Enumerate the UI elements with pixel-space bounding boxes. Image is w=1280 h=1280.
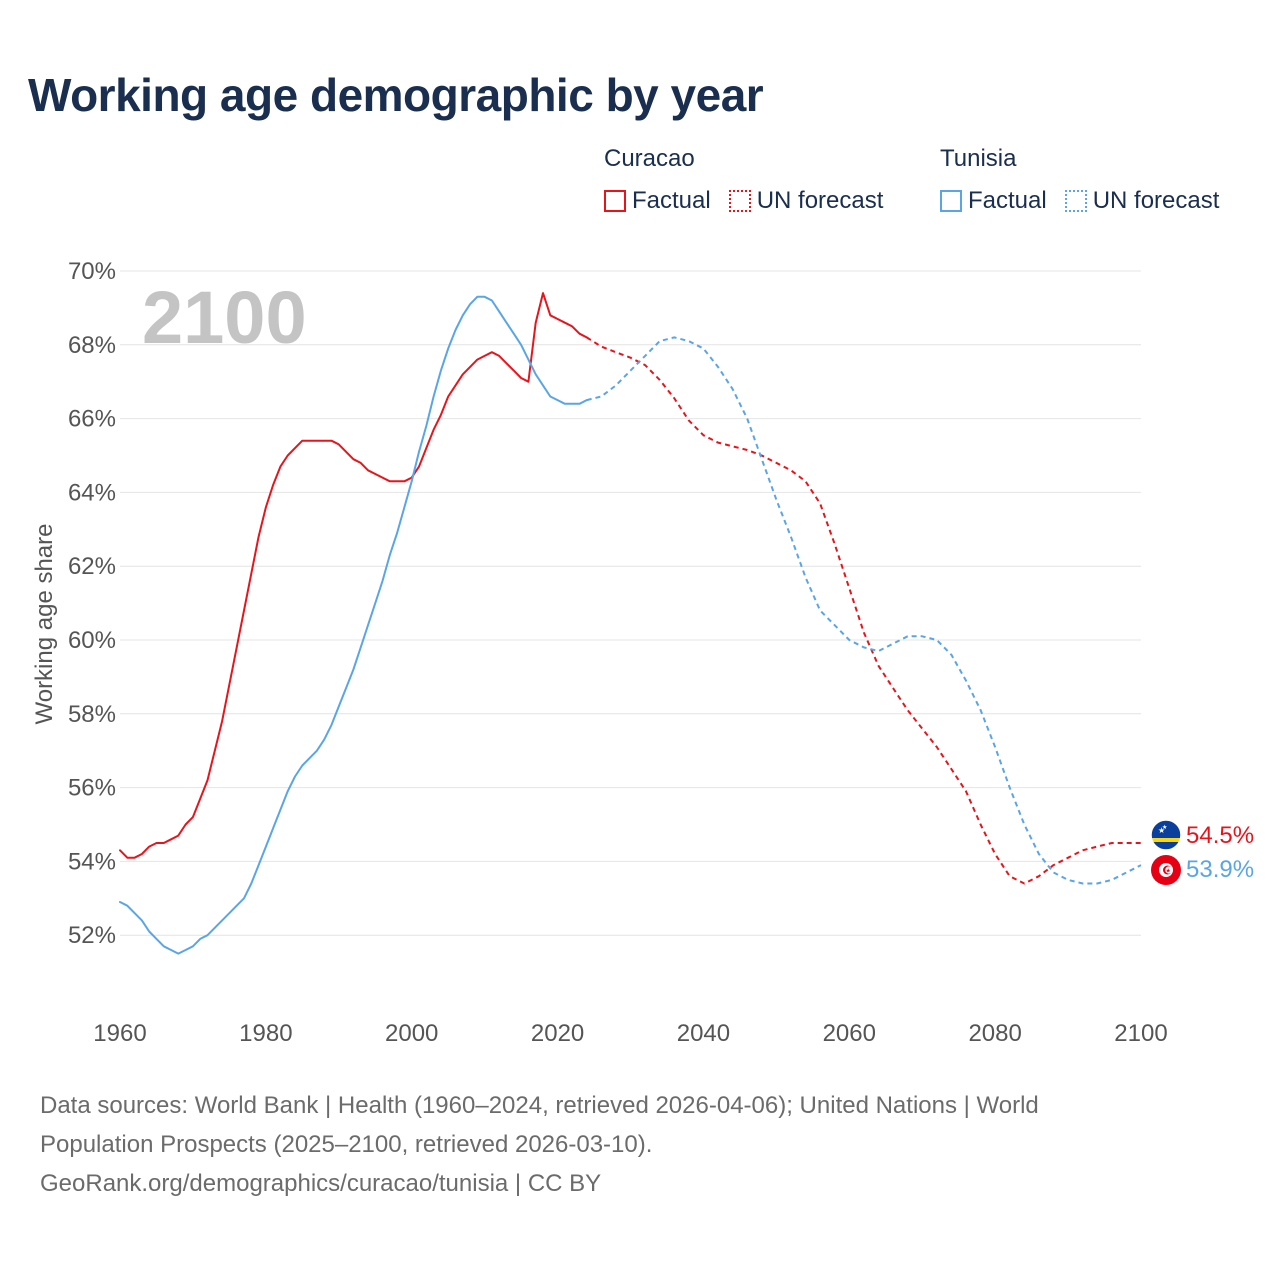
x-tick-label: 1980: [239, 1020, 292, 1047]
page-title: Working age demographic by year: [28, 69, 764, 121]
year-watermark: 2100: [142, 276, 307, 359]
x-tick-label: 2060: [823, 1020, 876, 1047]
x-tick-label: 1960: [93, 1020, 146, 1047]
footer-line: Data sources: World Bank | Health (1960–…: [40, 1092, 1039, 1119]
legend-item-label: UN forecast: [1092, 187, 1220, 214]
y-tick-label: 68%: [68, 332, 116, 359]
legend-item-label: Factual: [968, 187, 1047, 214]
footer-line[interactable]: GeoRank.org/demographics/curacao/tunisia…: [40, 1170, 602, 1197]
tunisia-flag-icon: ★: [1151, 855, 1181, 885]
y-tick-label: 66%: [68, 406, 116, 433]
x-tick-label: 2020: [531, 1020, 584, 1047]
curacao-flag-icon: ★ ★: [1150, 819, 1182, 851]
legend-group-tunisia: Tunisia Factual UN forecast: [940, 145, 1219, 215]
y-tick-label: 60%: [68, 627, 116, 654]
legend-item-curacao-factual[interactable]: Factual: [604, 187, 711, 215]
curacao-factual-line: [119, 292, 588, 859]
curacao-forecast-line: [586, 336, 1141, 885]
y-tick-label: 52%: [68, 922, 116, 949]
legend-item-tunisia-factual[interactable]: Factual: [940, 187, 1047, 215]
line-chart: 52% 54% 56% 58% 60% 62% 64% 66% 68% 70% 1960 1980 20…: [31, 258, 1254, 1047]
x-tick-label: 2040: [677, 1020, 730, 1047]
y-axis-label: Working age share: [31, 524, 58, 725]
curacao-end-value-label: 54.5%: [1186, 822, 1254, 849]
legend-item-curacao-forecast[interactable]: UN forecast: [728, 187, 884, 215]
y-tick-label: 62%: [68, 553, 116, 580]
tunisia-end-value-label: 53.9%: [1186, 856, 1254, 883]
y-tick-label: 70%: [68, 258, 116, 285]
legend-country-label: Tunisia: [940, 145, 1017, 172]
svg-text:★: ★: [1158, 826, 1165, 835]
x-tick-label: 2000: [385, 1020, 438, 1047]
svg-text:★: ★: [1162, 824, 1167, 831]
footer-sources: Data sources: World Bank | Health (1960–…: [40, 1086, 1180, 1203]
legend-swatch-dotted-icon: [728, 190, 751, 212]
legend-group-curacao: Curacao Factual UN forecast: [604, 145, 883, 215]
legend-swatch-solid-icon: [604, 190, 626, 212]
y-tick-label: 54%: [68, 848, 116, 875]
legend-country-label: Curacao: [604, 145, 695, 172]
svg-text:★: ★: [1166, 868, 1171, 875]
legend-swatch-dotted-icon: [1064, 190, 1087, 212]
y-tick-label: 58%: [68, 701, 116, 728]
footer-line: Population Prospects (2025–2100, retriev…: [40, 1131, 653, 1158]
y-tick-label: 64%: [68, 479, 116, 506]
x-tick-label: 2100: [1114, 1020, 1167, 1047]
y-tick-label: 56%: [68, 775, 116, 802]
tunisia-factual-line: [119, 295, 588, 955]
legend-item-tunisia-forecast[interactable]: UN forecast: [1064, 187, 1220, 215]
legend-item-label: UN forecast: [756, 187, 884, 214]
legend-swatch-solid-icon: [940, 190, 962, 212]
x-tick-label: 2080: [968, 1020, 1021, 1047]
tunisia-forecast-line: [586, 336, 1142, 885]
legend-item-label: Factual: [632, 187, 711, 214]
